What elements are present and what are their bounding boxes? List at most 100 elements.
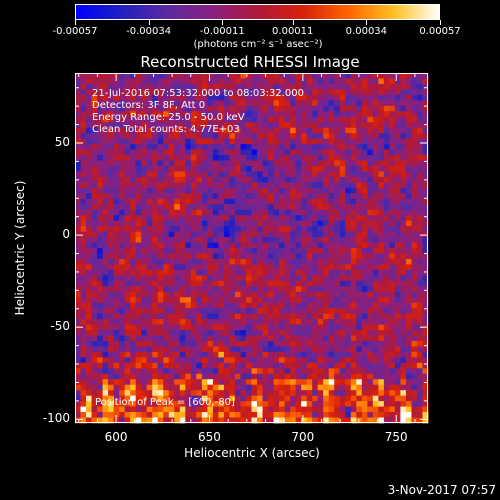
heatmap-cell xyxy=(279,417,285,424)
heatmap-cell xyxy=(86,351,92,358)
heatmap-cell xyxy=(279,105,285,112)
heatmap-cell xyxy=(367,220,374,227)
heatmap-cell xyxy=(135,384,142,391)
heatmap-cell xyxy=(157,89,164,96)
heatmap-cell xyxy=(257,291,263,298)
heatmap-cell xyxy=(86,412,92,418)
heatmap-cell xyxy=(411,100,418,107)
heatmap-cell xyxy=(223,94,230,101)
heatmap-cell xyxy=(212,248,219,254)
heatmap-cell xyxy=(356,215,363,222)
heatmap-cell xyxy=(223,340,230,347)
heatmap-cell xyxy=(257,308,263,315)
heatmap-cell xyxy=(378,111,385,118)
heatmap-cell xyxy=(306,237,313,243)
heatmap-cell xyxy=(135,379,142,386)
heatmap-cell xyxy=(389,187,396,194)
heatmap-cell xyxy=(422,242,429,249)
heatmap-cell xyxy=(405,78,412,85)
heatmap-cell xyxy=(207,291,214,298)
heatmap-cell xyxy=(306,242,313,249)
heatmap-cell xyxy=(345,100,352,107)
heatmap-cell xyxy=(328,324,335,331)
heatmap-cell xyxy=(196,291,203,298)
heatmap-cell xyxy=(312,340,319,347)
heatmap-cell xyxy=(75,144,81,150)
heatmap-cell xyxy=(141,165,148,172)
heatmap-cell xyxy=(394,286,401,293)
heatmap-cell xyxy=(152,171,159,178)
heatmap-cell xyxy=(356,171,363,178)
heatmap-cell xyxy=(97,204,103,211)
heatmap-cell xyxy=(86,226,92,232)
heatmap-cell xyxy=(394,187,401,194)
heatmap-cell xyxy=(86,291,92,298)
heatmap-cell xyxy=(124,187,131,194)
heatmap-cell xyxy=(257,193,263,200)
heatmap-cell xyxy=(152,362,159,369)
heatmap-cell xyxy=(135,395,142,402)
heatmap-cell xyxy=(284,220,291,227)
heatmap-cell xyxy=(416,297,423,304)
heatmap-cell xyxy=(174,412,181,418)
heatmap-cell xyxy=(295,319,302,325)
heatmap-cell xyxy=(130,242,137,249)
heatmap-cell xyxy=(207,198,214,205)
heatmap-cell xyxy=(284,133,291,140)
heatmap-cell xyxy=(416,215,423,222)
heatmap-cell xyxy=(284,215,291,222)
heatmap-cell xyxy=(234,406,241,413)
heatmap-cell xyxy=(240,105,247,112)
heatmap-cell xyxy=(361,209,368,216)
heatmap-cell xyxy=(179,286,186,293)
heatmap-cell xyxy=(257,264,263,271)
heatmap-cell xyxy=(257,231,263,238)
heatmap-cell xyxy=(240,171,247,178)
heatmap-cell xyxy=(290,280,297,287)
heatmap-cell xyxy=(251,182,258,189)
heatmap-cell xyxy=(372,390,379,397)
heatmap-cell xyxy=(124,182,131,189)
heatmap-cell xyxy=(279,280,285,287)
heatmap-cell xyxy=(383,395,390,402)
heatmap-cell xyxy=(108,198,115,205)
heatmap-cell xyxy=(108,351,115,358)
heatmap-cell xyxy=(196,226,203,232)
heatmap-cell xyxy=(179,105,186,112)
heatmap-cell xyxy=(229,165,236,172)
heatmap-cell xyxy=(201,357,208,364)
heatmap-cell xyxy=(328,209,335,216)
heatmap-cell xyxy=(367,390,374,397)
heatmap-cell xyxy=(174,384,181,391)
heatmap-cell xyxy=(323,417,330,424)
heatmap-cell xyxy=(130,308,137,315)
heatmap-cell xyxy=(328,122,335,129)
heatmap-cell xyxy=(356,346,363,353)
heatmap-cell xyxy=(328,330,335,336)
heatmap-cell xyxy=(91,269,98,276)
heatmap-cell xyxy=(218,357,225,364)
heatmap-cell xyxy=(234,340,241,347)
heatmap-cell xyxy=(185,242,192,249)
heatmap-cell xyxy=(356,373,363,380)
heatmap-cell xyxy=(75,395,81,402)
heatmap-cell xyxy=(185,220,192,227)
heatmap-cell xyxy=(383,215,390,222)
heatmap-cell xyxy=(168,362,175,369)
heatmap-cell xyxy=(179,275,186,282)
heatmap-cell xyxy=(245,390,252,397)
heatmap-cell xyxy=(75,373,81,380)
heatmap-cell xyxy=(196,231,203,238)
heatmap-cell xyxy=(245,401,252,407)
heatmap-cell xyxy=(350,209,357,216)
heatmap-cell xyxy=(185,215,192,222)
heatmap-cell xyxy=(295,351,302,358)
heatmap-cell xyxy=(234,335,241,342)
heatmap-cell xyxy=(411,412,418,418)
heatmap-cell xyxy=(312,275,319,282)
heatmap-cell xyxy=(383,149,390,156)
heatmap-cell xyxy=(207,401,214,407)
heatmap-cell xyxy=(345,346,352,353)
heatmap-cell xyxy=(306,198,313,205)
heatmap-cell xyxy=(135,406,142,413)
